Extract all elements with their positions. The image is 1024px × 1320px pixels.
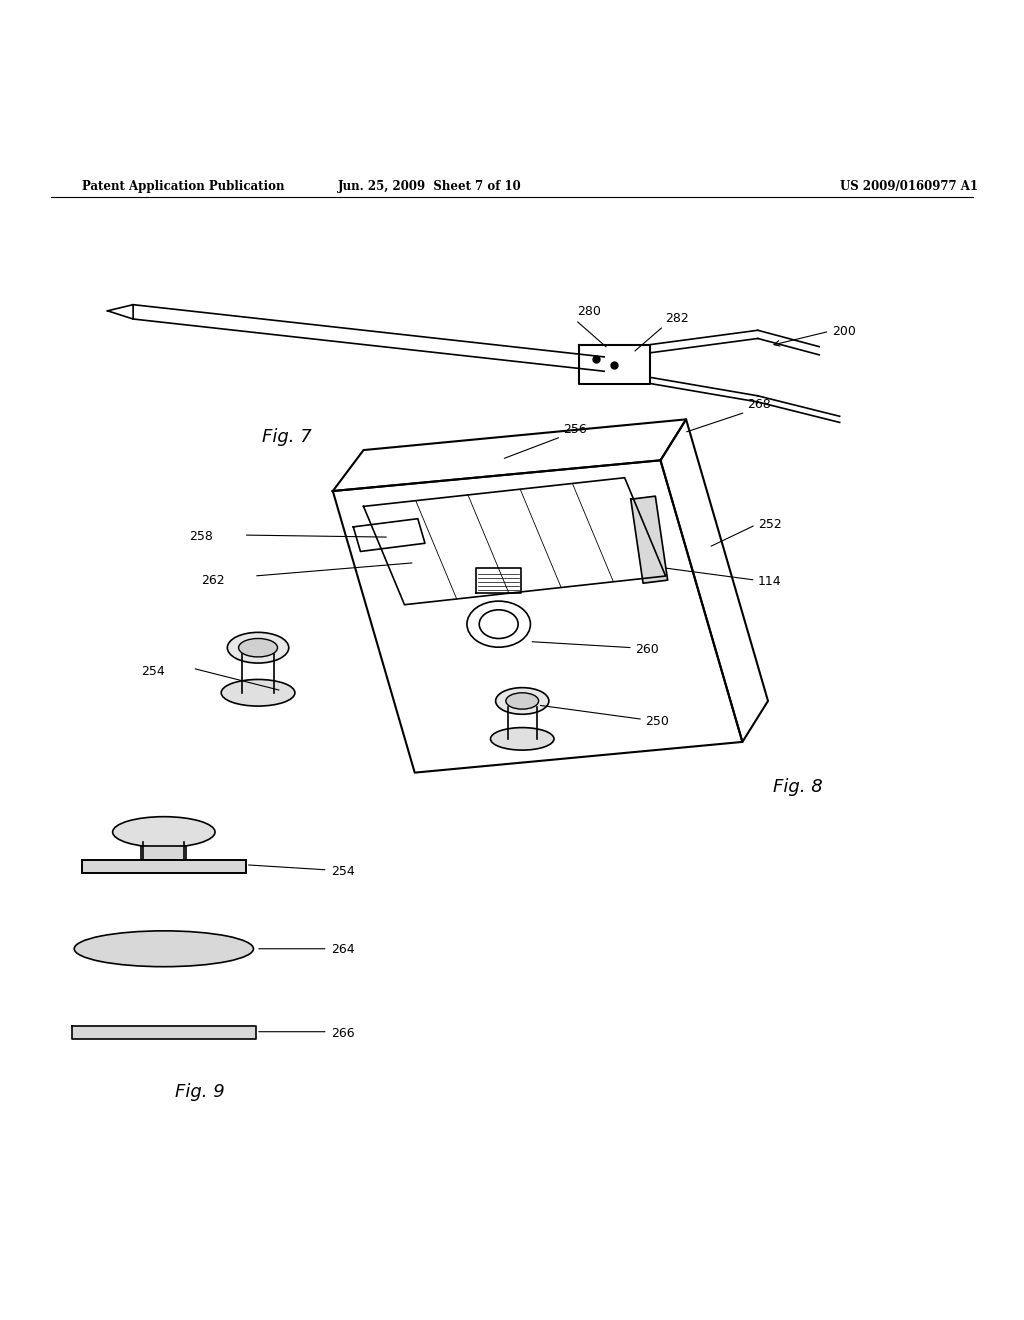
- Text: 250: 250: [645, 715, 669, 727]
- Text: 256: 256: [563, 422, 587, 436]
- Text: 114: 114: [758, 574, 781, 587]
- Ellipse shape: [75, 931, 254, 966]
- Text: 258: 258: [189, 529, 213, 543]
- Text: 200: 200: [833, 325, 856, 338]
- Text: 268: 268: [748, 399, 771, 411]
- Ellipse shape: [490, 727, 554, 750]
- Text: US 2009/0160977 A1: US 2009/0160977 A1: [840, 181, 978, 194]
- Text: Fig. 7: Fig. 7: [262, 428, 311, 446]
- Text: 264: 264: [331, 944, 354, 956]
- Text: 266: 266: [331, 1027, 354, 1040]
- Text: Fig. 8: Fig. 8: [773, 777, 823, 796]
- Ellipse shape: [221, 680, 295, 706]
- Text: Fig. 9: Fig. 9: [175, 1084, 224, 1101]
- Polygon shape: [631, 496, 668, 583]
- Text: Jun. 25, 2009  Sheet 7 of 10: Jun. 25, 2009 Sheet 7 of 10: [338, 181, 522, 194]
- Ellipse shape: [227, 632, 289, 663]
- Text: 252: 252: [758, 519, 781, 532]
- Text: 262: 262: [201, 574, 224, 586]
- Ellipse shape: [113, 817, 215, 847]
- Polygon shape: [72, 1026, 256, 1039]
- Text: 260: 260: [635, 643, 658, 656]
- Text: 282: 282: [666, 312, 689, 325]
- Text: 254: 254: [331, 866, 354, 879]
- Ellipse shape: [239, 639, 278, 657]
- Polygon shape: [82, 859, 246, 873]
- Ellipse shape: [496, 688, 549, 714]
- Text: Patent Application Publication: Patent Application Publication: [82, 181, 285, 194]
- Polygon shape: [141, 846, 186, 859]
- Text: 254: 254: [141, 665, 165, 677]
- Text: 280: 280: [578, 305, 601, 318]
- Ellipse shape: [506, 693, 539, 709]
